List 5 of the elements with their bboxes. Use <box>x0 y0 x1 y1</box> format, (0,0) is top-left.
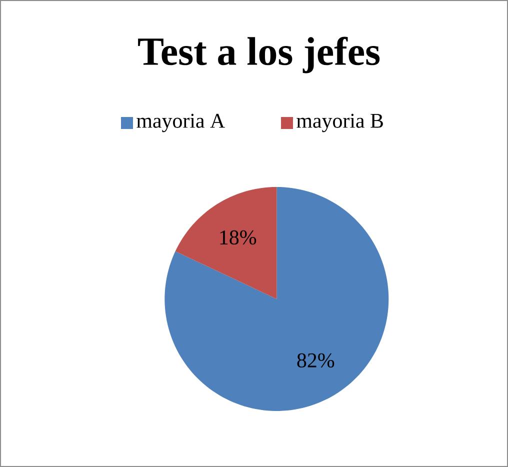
data-label: 18% <box>220 230 256 245</box>
chart-title: Test a los jefes <box>138 36 380 74</box>
data-label: 82% <box>297 353 334 368</box>
legend-label: mayoria B <box>296 114 383 132</box>
legend-label: mayoria A <box>136 114 225 132</box>
